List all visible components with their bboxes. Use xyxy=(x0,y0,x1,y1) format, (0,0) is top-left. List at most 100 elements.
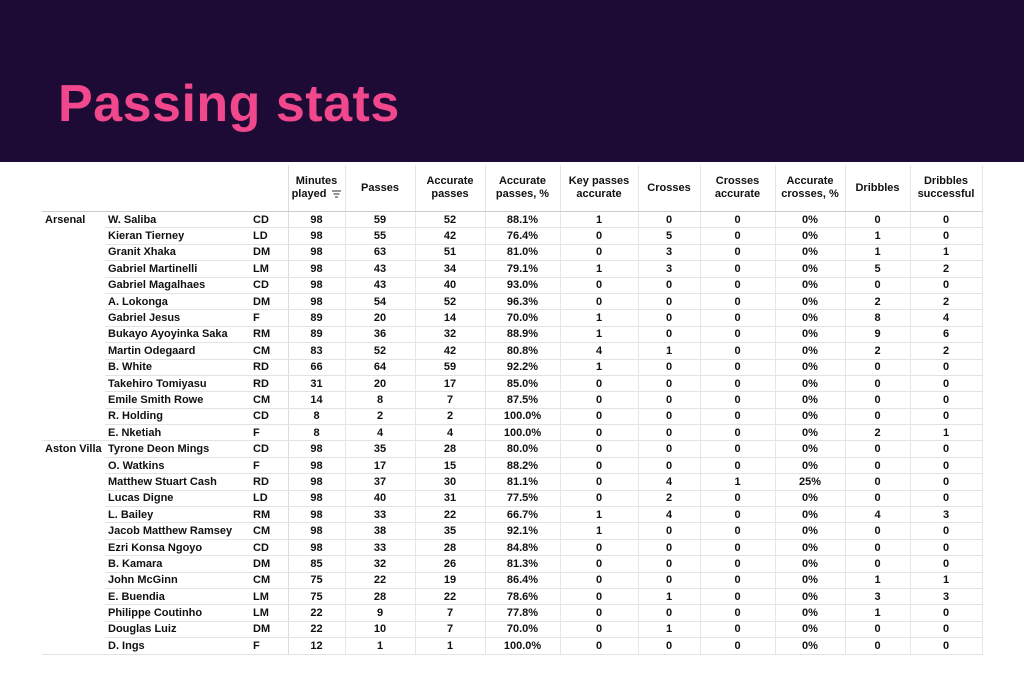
player-name: Kieran Tierney xyxy=(105,227,250,245)
column-header[interactable]: Dribbles xyxy=(845,165,911,212)
stat-value: 0 xyxy=(845,440,911,458)
stat-value: 92.1% xyxy=(485,522,561,540)
stat-value: 0 xyxy=(560,293,639,311)
stat-value: 8 xyxy=(288,424,346,442)
stat-value: 3 xyxy=(638,244,701,262)
stat-value: 0% xyxy=(775,637,846,655)
column-header[interactable]: Crosses xyxy=(638,165,701,212)
stat-value: 30 xyxy=(415,473,486,491)
stat-value: 5 xyxy=(845,260,911,278)
position: CD xyxy=(250,539,289,557)
stat-value: 0 xyxy=(560,637,639,655)
player-row: Gabriel Jesus F 89 20 14 70.0% 1 0 0 0% 8 4 xyxy=(42,309,983,327)
stat-value: 42 xyxy=(415,227,486,245)
player-name: R. Holding xyxy=(105,408,250,426)
stat-value: 0 xyxy=(560,375,639,393)
column-header[interactable]: Accurate passes xyxy=(415,165,486,212)
stat-value: 98 xyxy=(288,473,346,491)
player-name: Matthew Stuart Cash xyxy=(105,473,250,491)
stat-value: 77.5% xyxy=(485,490,561,508)
stat-value: 98 xyxy=(288,522,346,540)
stat-value: 0 xyxy=(845,555,911,573)
stat-value: 0 xyxy=(638,637,701,655)
column-header[interactable]: Crosses accurate xyxy=(700,165,776,212)
player-row: Martin Odegaard CM 83 52 42 80.8% 4 1 0 0% 2 2 xyxy=(42,342,983,360)
stat-value: 0 xyxy=(845,277,911,294)
stat-value: 0 xyxy=(700,293,776,311)
player-row: Philippe Coutinho LM 22 9 7 77.8% 0 0 0 0% 1 0 xyxy=(42,604,983,622)
column-header[interactable]: Accurate crosses, % xyxy=(775,165,846,212)
stat-value: 88.9% xyxy=(485,326,561,344)
stat-value: 0% xyxy=(775,424,846,442)
player-row: E. Buendia LM 75 28 22 78.6% 0 1 0 0% 3 3 xyxy=(42,588,983,606)
stat-value: 0 xyxy=(700,227,776,245)
stat-value: 81.0% xyxy=(485,244,561,262)
stat-value: 2 xyxy=(910,260,983,278)
stat-value: 0 xyxy=(845,457,911,475)
stat-value: 0 xyxy=(700,522,776,540)
stat-value: 70.0% xyxy=(485,621,561,639)
stat-value: 9 xyxy=(845,326,911,344)
stat-value: 0 xyxy=(560,588,639,606)
stat-value: 4 xyxy=(910,309,983,327)
stat-value: 1 xyxy=(560,326,639,344)
stat-value: 98 xyxy=(288,293,346,311)
stat-value: 2 xyxy=(638,490,701,508)
position: LD xyxy=(250,227,289,245)
header-row: Minutes played Passes Accurate passes Accur… xyxy=(42,165,983,212)
stat-value: 12 xyxy=(288,637,346,655)
stat-value: 0 xyxy=(700,604,776,622)
stat-value: 0 xyxy=(845,211,911,229)
column-header[interactable]: Key passes accurate xyxy=(560,165,639,212)
column-header-label: Dribbles successful xyxy=(917,175,975,200)
stat-value: 98 xyxy=(288,539,346,557)
stat-value: 22 xyxy=(288,604,346,622)
stat-value: 3 xyxy=(910,588,983,606)
position: RD xyxy=(250,359,289,376)
stat-value: 1 xyxy=(415,637,486,655)
position: F xyxy=(250,457,289,475)
stat-value: 4 xyxy=(638,473,701,491)
stat-value: 0 xyxy=(910,555,983,573)
stat-value: 0% xyxy=(775,342,846,360)
column-header[interactable]: Accurate passes, % xyxy=(485,165,561,212)
stat-value: 3 xyxy=(910,506,983,524)
stat-value: 0 xyxy=(638,375,701,393)
stat-value: 9 xyxy=(345,604,416,622)
stat-value: 0 xyxy=(700,555,776,573)
stat-value: 37 xyxy=(345,473,416,491)
column-header[interactable]: Minutes played xyxy=(288,165,346,212)
stat-value: 0 xyxy=(638,440,701,458)
stat-value: 0 xyxy=(560,440,639,458)
player-row: Douglas Luiz DM 22 10 7 70.0% 0 1 0 0% 0 0 xyxy=(42,621,983,639)
stat-value: 1 xyxy=(560,309,639,327)
stat-value: 54 xyxy=(345,293,416,311)
stat-value: 1 xyxy=(345,637,416,655)
stat-value: 0 xyxy=(845,391,911,409)
stat-value: 0 xyxy=(845,490,911,508)
player-row: Takehiro Tomiyasu RD 31 20 17 85.0% 0 0 0 0% 0 0 xyxy=(42,375,983,393)
stat-value: 52 xyxy=(415,211,486,229)
position: DM xyxy=(250,555,289,573)
stat-value: 98 xyxy=(288,227,346,245)
player-row: Ezri Konsa Ngoyo CD 98 33 28 84.8% 0 0 0 0% 0 0 xyxy=(42,539,983,557)
stat-value: 0% xyxy=(775,440,846,458)
column-header-label: Accurate passes xyxy=(426,175,474,200)
stat-value: 98 xyxy=(288,244,346,262)
column-header[interactable]: Passes xyxy=(345,165,416,212)
stat-value: 0 xyxy=(700,588,776,606)
stat-value: 0 xyxy=(700,375,776,393)
stat-value: 0 xyxy=(560,572,639,589)
stat-value: 81.1% xyxy=(485,473,561,491)
stat-value: 89 xyxy=(288,309,346,327)
column-header[interactable]: Dribbles successful xyxy=(910,165,983,212)
stat-value: 0 xyxy=(560,457,639,475)
stat-value: 31 xyxy=(288,375,346,393)
player-row: Gabriel Magalhaes CD 98 43 40 93.0% 0 0 0 0% 0 0 xyxy=(42,277,983,294)
sort-icon[interactable] xyxy=(332,190,342,198)
stat-value: 8 xyxy=(288,408,346,426)
player-name: Emile Smith Rowe xyxy=(105,391,250,409)
stat-value: 0 xyxy=(560,244,639,262)
stat-value: 7 xyxy=(415,621,486,639)
position: LM xyxy=(250,588,289,606)
